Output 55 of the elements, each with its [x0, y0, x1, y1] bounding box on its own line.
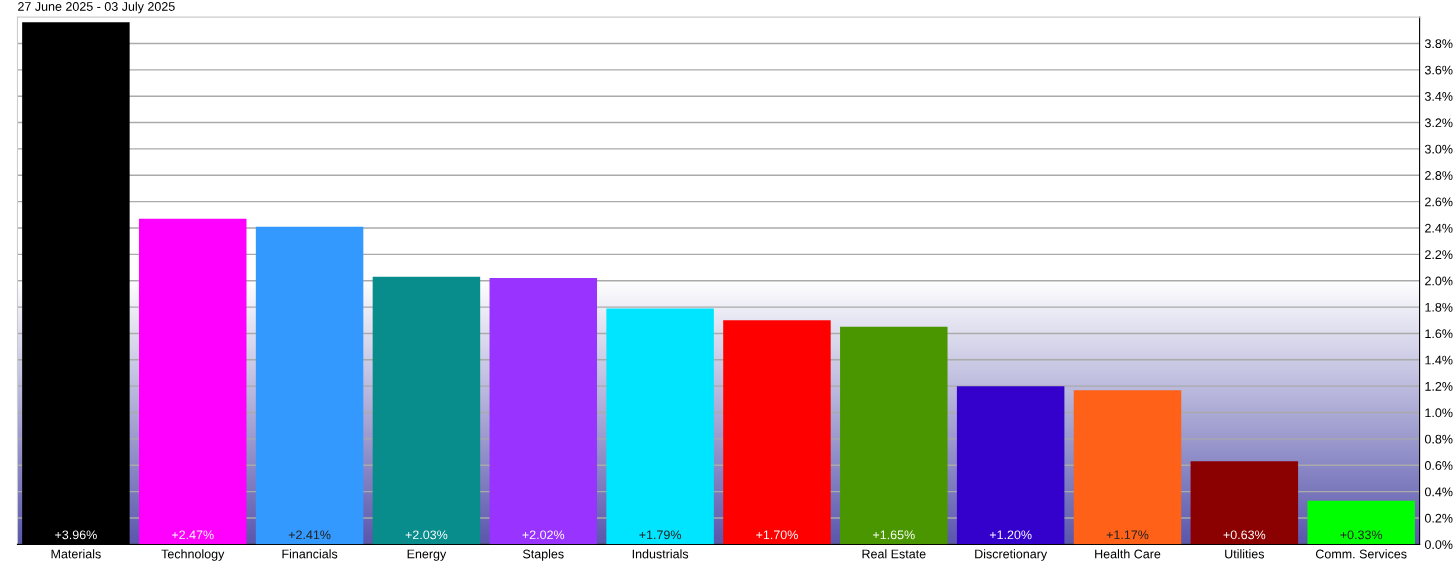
data-label: +2.41% — [288, 530, 331, 540]
y-tick-label: 0.8% — [1424, 434, 1453, 444]
y-tick-label: 3.8% — [1424, 39, 1453, 49]
bar — [1307, 500, 1415, 545]
x-tick-label: Utilities — [1225, 549, 1265, 559]
data-label: +2.02% — [522, 530, 565, 540]
y-tick-label: 3.4% — [1424, 91, 1453, 101]
y-tick-label: 0.0% — [1424, 540, 1453, 549]
x-tick-label: Real Estate — [862, 549, 926, 559]
x-tick-label: Energy — [407, 549, 447, 561]
x-tick-label: Discretionary — [975, 549, 1048, 561]
data-label: +0.63% — [1223, 530, 1266, 540]
y-tick-label: 2.0% — [1425, 276, 1453, 286]
bar — [255, 226, 364, 545]
y-tick-label: 2.2% — [1425, 250, 1453, 259]
bar — [606, 308, 714, 545]
bar — [138, 218, 247, 545]
x-tick-label: Financials — [282, 549, 338, 559]
bar — [372, 276, 481, 545]
y-tick-label: 1.4% — [1425, 355, 1453, 365]
y-tick-label: 1.0% — [1425, 408, 1453, 418]
x-tick-label: Comm. Services — [1315, 549, 1407, 559]
data-label: +2.47% — [171, 530, 214, 540]
y-tick-label: 2.4% — [1425, 223, 1453, 233]
data-label: +2.03% — [405, 530, 448, 540]
y-tick-label: 0.2% — [1424, 513, 1453, 523]
x-tick-label: Staples — [522, 549, 564, 561]
y-tick-label: 3.6% — [1424, 65, 1453, 75]
y-tick-label: 1.2% — [1425, 381, 1453, 391]
y-tick-label: 1.6% — [1425, 329, 1453, 339]
data-label: +1.70% — [756, 530, 798, 540]
bar — [840, 326, 948, 545]
data-label: +3.96% — [55, 530, 97, 540]
bar — [723, 320, 831, 545]
y-tick-label: 1.8% — [1425, 302, 1453, 312]
chart-title: 27 June 2025 - 03 July 2025 — [18, 1, 175, 14]
bar — [1073, 390, 1182, 545]
data-label: +0.33% — [1340, 530, 1383, 540]
data-label: +1.79% — [639, 530, 682, 540]
bar — [1190, 461, 1299, 545]
x-tick-label: Health Care — [1095, 549, 1161, 559]
x-tick-label: Technology — [161, 549, 225, 561]
data-label: +1.65% — [873, 530, 915, 540]
y-tick-label: 3.2% — [1424, 118, 1453, 128]
bar — [956, 386, 1065, 545]
x-tick-label: Materials — [51, 549, 101, 559]
y-tick-label: 3.0% — [1424, 144, 1453, 154]
y-tick-label: 0.4% — [1424, 487, 1453, 497]
y-tick-label: 2.6% — [1425, 197, 1453, 207]
data-label: +1.17% — [1106, 530, 1149, 540]
data-label: +1.20% — [989, 530, 1032, 540]
y-tick-label: 2.8% — [1425, 171, 1453, 180]
bar — [489, 278, 598, 545]
x-tick-label: Industrials — [632, 549, 689, 559]
y-tick-label: 0.6% — [1424, 461, 1453, 470]
